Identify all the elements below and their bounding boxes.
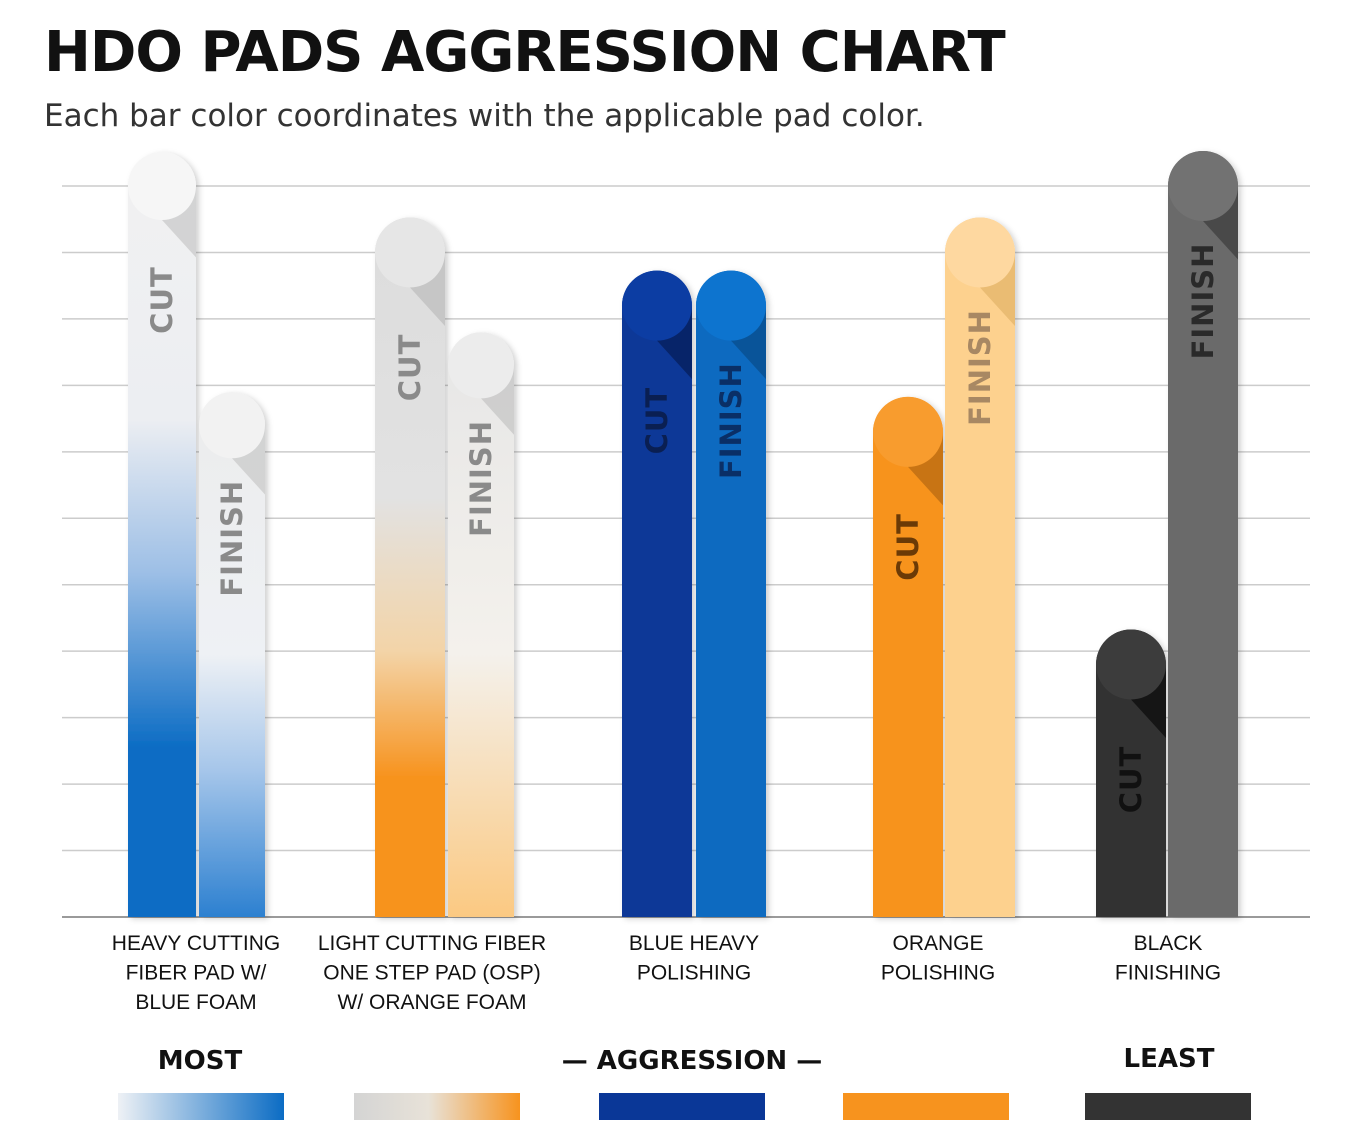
legend-most: MOST [158, 1046, 243, 1076]
bar-finish-2: FINISH [448, 332, 514, 918]
bar-cap [873, 396, 943, 467]
bar-cap [1168, 151, 1238, 221]
bar-series-label: FINISH [464, 420, 498, 537]
legend-swatch-orange [843, 1093, 1009, 1120]
legend: MOST — AGGRESSION — LEAST [118, 1044, 1251, 1120]
legend-aggression: — AGGRESSION — [562, 1046, 823, 1076]
bar-cap [375, 217, 445, 288]
bar-finish-3: FINISH [696, 270, 766, 917]
bar-series-label: CUT [145, 266, 179, 334]
bar-series-label: FINISH [963, 309, 997, 426]
bar-body [375, 217, 445, 918]
bar-cap [448, 332, 514, 399]
bar-cut-1: CUT [128, 152, 196, 917]
chart-title: HDO PADS AGGRESSION CHART [44, 20, 1006, 85]
bar-body [696, 270, 766, 917]
bar-cap [622, 270, 692, 341]
bar-series-label: FINISH [714, 362, 748, 479]
bar-cut-3: CUT [622, 270, 692, 917]
legend-swatch-blue-gradient [118, 1093, 284, 1120]
bar-body [622, 270, 692, 917]
bar-cut-4: CUT [873, 396, 943, 917]
category-label: BLUE HEAVY POLISHING [629, 932, 759, 985]
legend-swatch-black [1085, 1093, 1251, 1120]
bar-series-label: FINISH [215, 480, 249, 597]
bar-finish-4: FINISH [945, 217, 1015, 918]
bar-series-label: FINISH [1186, 243, 1220, 360]
category-label: BLACK FINISHING [1115, 932, 1221, 985]
category-labels: HEAVY CUTTING FIBER PAD W/BLUE FOAM LIGHT … [112, 932, 1221, 1014]
bar-body [945, 217, 1015, 918]
bar-cap [199, 392, 265, 459]
bar-body [448, 332, 514, 918]
bar-series-label: CUT [393, 334, 427, 402]
bars: CUT FINISH CUT FINISH CUT FINISH CUT FINISH CUT F… [128, 151, 1238, 918]
bar-cap [128, 152, 196, 220]
bar-finish-1: FINISH [199, 392, 265, 917]
bar-series-label: CUT [891, 513, 925, 581]
bar-body [873, 396, 943, 917]
category-label: HEAVY CUTTING FIBER PAD W/BLUE FOAM [112, 932, 280, 1014]
bar-cap [696, 270, 766, 341]
category-label: LIGHT CUTTING FIBER ONE STEP PAD (OSP) W/ … [318, 932, 546, 1014]
bar-finish-5: FINISH [1168, 151, 1238, 917]
bar-series-label: CUT [640, 387, 674, 455]
bar-cut-2: CUT [375, 217, 445, 918]
category-label: ORANGE POLISHING [881, 932, 995, 985]
bar-cap [945, 217, 1015, 288]
legend-swatch-gray-orange-gradient [354, 1093, 520, 1120]
bar-body [1168, 151, 1238, 917]
bar-cut-5: CUT [1096, 629, 1166, 917]
bar-series-label: CUT [1114, 746, 1148, 814]
legend-least: LEAST [1124, 1044, 1215, 1074]
bar-cap [1096, 629, 1166, 700]
bar-body [199, 392, 265, 917]
bar-body [128, 152, 196, 917]
legend-swatch-dark-blue [599, 1093, 765, 1120]
chart-subtitle: Each bar color coordinates with the appl… [44, 98, 925, 134]
